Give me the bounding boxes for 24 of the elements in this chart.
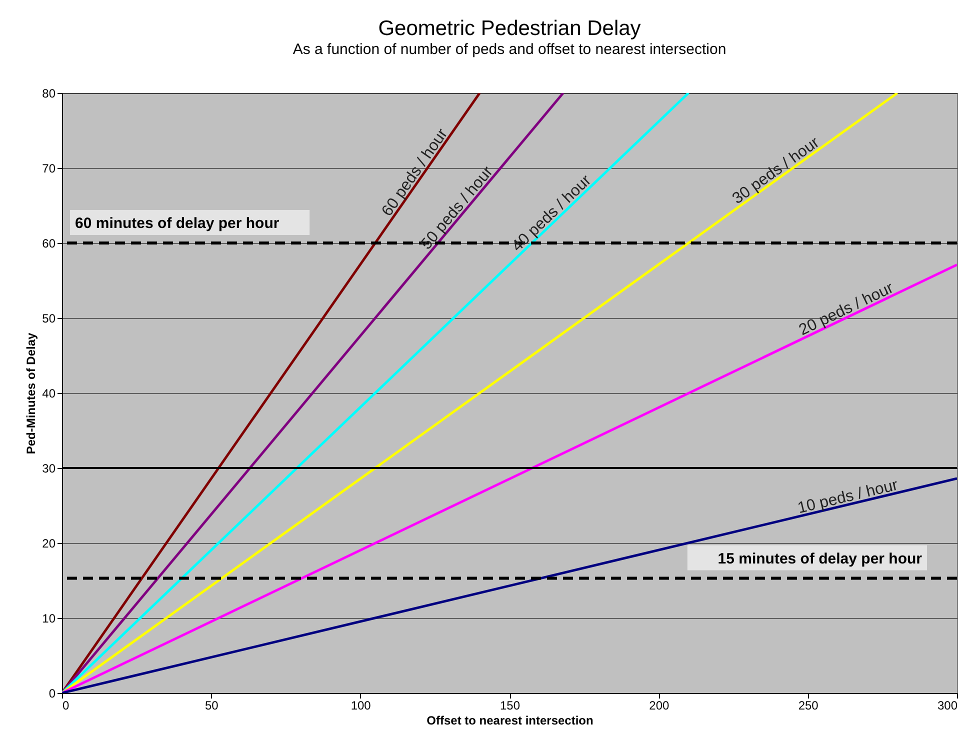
- y-axis-title: Ped-Minutes of Delay: [24, 332, 38, 454]
- chart-title: Geometric Pedestrian Delay: [378, 17, 642, 40]
- x-tick-label: 150: [500, 698, 520, 712]
- y-tick-label: 70: [42, 162, 56, 176]
- x-tick-label: 300: [937, 698, 958, 712]
- y-tick-label: 10: [42, 612, 56, 626]
- ref-line-label: 15 minutes of delay per hour: [718, 550, 922, 568]
- y-tick-label: 60: [42, 236, 56, 250]
- x-tick-label: 50: [204, 698, 219, 712]
- y-tick-label: 40: [42, 386, 56, 400]
- x-tick-label: 250: [798, 698, 819, 712]
- x-tick-label: 0: [62, 698, 70, 712]
- text: 10 peds / hour: [796, 476, 900, 518]
- x-tick-label: 100: [350, 698, 372, 712]
- y-tick-label: 80: [42, 86, 56, 100]
- x-axis-title: Offset to nearest intersection: [426, 714, 594, 728]
- y-tick-label: 50: [42, 312, 56, 326]
- x-tick-label: 200: [649, 698, 670, 712]
- y-tick-label: 30: [42, 462, 56, 476]
- y-tick-label: 0: [48, 686, 56, 700]
- text: 20 peds / hour: [796, 279, 897, 340]
- y-tick-label: 20: [42, 536, 56, 550]
- chart-subtitle: As a function of number of peds and offset to nearest intersection: [292, 41, 726, 58]
- ref-line-label: 60 minutes of delay per hour: [75, 215, 280, 232]
